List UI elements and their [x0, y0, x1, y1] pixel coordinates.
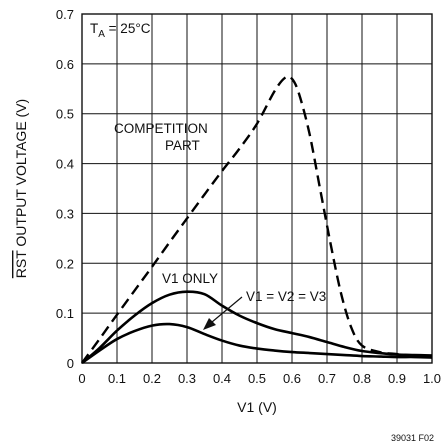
grid-lines	[82, 14, 432, 363]
series-v1-v2-v3	[81, 322, 433, 365]
annotation-arrow-head	[203, 318, 216, 330]
x-tick-label: 0.9	[388, 371, 406, 386]
y-tick-label: 0.4	[56, 157, 74, 172]
x-tick-label: 0.4	[213, 371, 231, 386]
x-tick-labels: 0 0.1 0.2 0.3 0.4 0.5 0.6 0.7 0.8 0.9 1.0	[78, 371, 441, 386]
y-tick-label: 0.7	[56, 7, 74, 22]
y-axis-title: RST OUTPUT VOLTAGE (V)	[13, 99, 29, 278]
series-v1-only	[81, 290, 433, 364]
y-tick-label: 0	[67, 356, 74, 371]
x-tick-label: 0	[78, 371, 85, 386]
y-tick-label: 0.1	[56, 306, 74, 321]
plot-frame	[81, 13, 433, 364]
y-tick-label: 0.2	[56, 256, 74, 271]
x-tick-label: 0.3	[178, 371, 196, 386]
annotation-competition-line1: COMPETITION	[114, 121, 208, 136]
x-tick-label: 0.5	[248, 371, 266, 386]
temperature-condition: TA = 25°C	[90, 21, 151, 40]
x-tick-label: 0.1	[108, 371, 126, 386]
x-tick-label: 0.6	[283, 371, 301, 386]
annotation-v1-only: V1 ONLY	[162, 271, 218, 286]
y-tick-labels: 0 0.1 0.2 0.3 0.4 0.5 0.6 0.7	[56, 7, 74, 371]
condition-suffix: = 25°C	[105, 21, 151, 36]
y-axis-title-rest: OUTPUT VOLTAGE (V)	[13, 99, 29, 251]
x-tick-label: 0.7	[318, 371, 336, 386]
x-tick-label: 0.8	[353, 371, 371, 386]
y-tick-label: 0.5	[56, 107, 74, 122]
y-axis-title-overlined: RST	[13, 250, 29, 278]
y-tick-label: 0.6	[56, 57, 74, 72]
x-tick-label: 1.0	[423, 371, 441, 386]
y-tick-label: 0.3	[56, 206, 74, 221]
figure-id: 39031 F02	[391, 433, 434, 443]
x-tick-label: 0.2	[143, 371, 161, 386]
series-layer	[81, 75, 433, 365]
annotation-v1-v2-v3: V1 = V2 = V3	[246, 289, 326, 304]
annotation-competition-line2: PART	[165, 138, 200, 153]
annotation-arrow-line	[211, 296, 243, 323]
condition-subscript: A	[98, 29, 105, 40]
x-axis-title: V1 (V)	[237, 399, 277, 415]
condition-prefix: T	[90, 21, 98, 36]
series-competition-part	[81, 75, 433, 364]
